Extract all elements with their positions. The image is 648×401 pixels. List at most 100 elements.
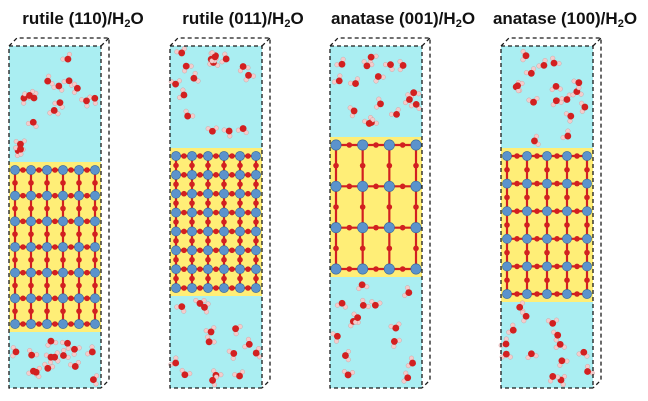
oxygen-atom xyxy=(556,340,564,348)
oxygen-atom xyxy=(20,295,26,302)
ti-atom xyxy=(383,263,395,275)
oxygen-atom xyxy=(71,363,79,370)
oxygen-atom xyxy=(205,181,211,188)
ti-atom xyxy=(562,289,572,299)
oxygen-atom xyxy=(346,224,353,231)
ti-atom xyxy=(522,233,532,244)
ti-atom xyxy=(522,151,532,161)
ti-atom xyxy=(235,151,245,161)
oxygen-atom xyxy=(584,277,590,284)
oxygen-atom xyxy=(245,228,251,235)
hydrogen-atom xyxy=(523,70,529,76)
ti-atom xyxy=(203,207,213,218)
oxygen-atom xyxy=(554,180,560,187)
oxygen-atom xyxy=(584,368,591,375)
slab-region xyxy=(170,148,262,296)
oxygen-atom xyxy=(189,162,195,169)
ti-atom xyxy=(522,178,532,189)
panel-rutile-011: rutile (011)/H2O xyxy=(162,0,324,401)
oxygen-atom xyxy=(584,194,590,201)
ti-atom xyxy=(251,169,261,180)
hydrogen-atom xyxy=(245,336,251,342)
oxygen-atom xyxy=(373,183,379,190)
oxygen-atom xyxy=(68,269,74,276)
oxygen-atom xyxy=(52,295,58,302)
hydrogen-atom xyxy=(52,100,58,106)
ti-atom xyxy=(542,178,552,189)
oxygen-atom xyxy=(60,257,66,263)
ti-atom xyxy=(74,242,84,252)
oxygen-atom xyxy=(181,371,189,379)
ti-atom xyxy=(251,226,261,237)
ti-atom xyxy=(187,245,197,256)
hydrogen-atom xyxy=(510,322,516,328)
oxygen-atom xyxy=(410,89,418,97)
box-outline xyxy=(329,45,423,389)
oxygen-atom xyxy=(12,180,18,186)
oxygen-atom xyxy=(197,228,203,235)
ti-atom xyxy=(187,151,197,161)
ti-atom xyxy=(10,319,20,329)
ti-atom xyxy=(203,151,213,161)
ti-atom xyxy=(90,293,100,304)
ti-atom xyxy=(502,178,512,189)
oxygen-atom xyxy=(530,98,537,106)
oxygen-atom xyxy=(373,266,379,272)
oxygen-atom xyxy=(181,247,187,254)
ti-atom xyxy=(410,139,422,151)
box-outline xyxy=(169,37,271,389)
oxygen-atom xyxy=(36,244,42,250)
oxygen-atom xyxy=(47,353,55,361)
ti-atom xyxy=(203,226,213,237)
oxygen-atom xyxy=(350,107,358,115)
oxygen-atom xyxy=(207,328,215,336)
oxygen-atom xyxy=(84,295,90,302)
oxygen-atom xyxy=(52,218,58,225)
ti-atom xyxy=(219,169,229,180)
ti-atom xyxy=(74,319,84,329)
oxygen-atom xyxy=(173,200,179,206)
ti-atom xyxy=(410,263,422,275)
hydrogen-atom xyxy=(536,63,542,69)
oxygen-atom xyxy=(221,275,227,282)
oxygen-atom xyxy=(544,249,550,256)
oxygen-atom xyxy=(399,62,407,69)
ti-atom xyxy=(26,242,36,252)
oxygen-atom xyxy=(221,181,227,188)
oxygen-atom xyxy=(333,332,341,340)
oxygen-atom xyxy=(552,82,560,90)
ti-atom xyxy=(74,190,84,201)
box-outline xyxy=(169,45,263,389)
oxygen-atom xyxy=(60,231,66,237)
oxygen-atom xyxy=(564,194,570,201)
oxygen-atom xyxy=(20,269,26,276)
oxygen-atom xyxy=(516,303,524,311)
oxygen-atom xyxy=(71,345,78,353)
ti-atom xyxy=(235,207,245,218)
oxygen-atom xyxy=(60,205,66,212)
ti-atom xyxy=(330,222,342,234)
hydrogen-atom xyxy=(567,118,573,124)
oxygen-atom xyxy=(181,153,187,159)
ti-atom xyxy=(187,283,197,293)
oxygen-atom xyxy=(12,231,18,237)
ti-atom xyxy=(58,319,68,329)
oxygen-atom xyxy=(405,289,413,296)
oxygen-atom xyxy=(404,374,412,382)
oxygen-atom xyxy=(26,92,33,99)
ti-atom xyxy=(74,216,84,227)
ti-atom xyxy=(219,207,229,218)
oxygen-atom xyxy=(12,348,20,356)
ti-atom xyxy=(357,139,369,151)
oxygen-atom xyxy=(221,256,227,263)
oxygen-atom xyxy=(181,285,187,291)
oxygen-atom xyxy=(76,308,82,314)
oxygen-atom xyxy=(371,301,379,309)
oxygen-atom xyxy=(374,73,382,80)
panel-title: anatase (100)/H2O xyxy=(492,9,638,30)
oxygen-atom xyxy=(377,100,384,108)
ti-atom xyxy=(542,151,552,161)
oxygen-atom xyxy=(229,153,235,159)
oxygen-atom xyxy=(205,275,211,282)
oxygen-atom xyxy=(534,208,540,214)
